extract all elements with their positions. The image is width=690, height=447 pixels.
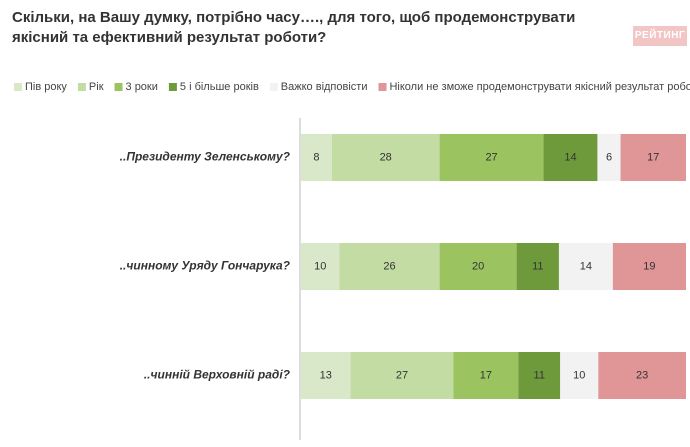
legend-swatch [14, 83, 22, 91]
category-label: ..чинній Верховній раді? [144, 368, 291, 382]
legend-swatch [114, 83, 123, 91]
value-label: 11 [532, 260, 543, 272]
value-label: 14 [580, 260, 592, 272]
legend-label: Пів року [25, 81, 67, 93]
value-label: 10 [573, 369, 585, 381]
value-label: 17 [647, 151, 659, 163]
value-label: 19 [643, 260, 655, 272]
bar-segment [339, 243, 440, 290]
bar-segment [301, 352, 351, 399]
bar-segment [516, 243, 559, 290]
bar-segment [453, 352, 519, 399]
legend-label: 5 і більше років [180, 81, 259, 93]
legend-swatch [77, 83, 86, 91]
bar-segment [301, 134, 332, 181]
bar-segment [350, 352, 454, 399]
legend-label: 3 роки [126, 81, 158, 93]
category-label: ..чинному Уряду Гончарука? [120, 259, 291, 273]
bar-segment [620, 134, 686, 181]
bar-segment [612, 243, 686, 290]
value-label: 20 [472, 260, 484, 272]
bar-segment [560, 352, 599, 399]
legend-label: Рік [89, 81, 104, 93]
category-label: ..Президенту Зеленському? [120, 150, 291, 164]
value-label: 28 [380, 151, 392, 163]
value-label: 26 [383, 260, 395, 272]
bar-segment [597, 134, 621, 181]
legend-swatch [168, 83, 177, 91]
legend-label: Важко відповісти [281, 81, 368, 93]
bar-segment [439, 134, 544, 181]
value-label: 27 [485, 151, 497, 163]
value-label: 8 [313, 151, 319, 163]
value-label: 17 [480, 369, 492, 381]
value-label: 27 [396, 369, 408, 381]
value-label: 14 [564, 151, 576, 163]
bar-segment [598, 352, 686, 399]
bar-segment [439, 243, 517, 290]
bar-segment [543, 134, 598, 181]
legend-swatch [269, 83, 278, 91]
chart-title: Скільки, на Вашу думку, потрібно часу….,… [12, 9, 576, 46]
value-label: 6 [606, 151, 612, 163]
bar-segment [301, 243, 340, 290]
value-label: 13 [320, 369, 332, 381]
bar-segment [331, 134, 440, 181]
legend-label: Ніколи не зможе продемонструвати якісний… [389, 81, 690, 93]
logo: РЕЙТИНГ [633, 26, 687, 46]
legend-swatch [378, 83, 387, 91]
value-label: 23 [636, 369, 648, 381]
bar-segment [518, 352, 561, 399]
value-label: 11 [534, 369, 545, 381]
value-label: 10 [314, 260, 326, 272]
bar-segment [558, 243, 613, 290]
